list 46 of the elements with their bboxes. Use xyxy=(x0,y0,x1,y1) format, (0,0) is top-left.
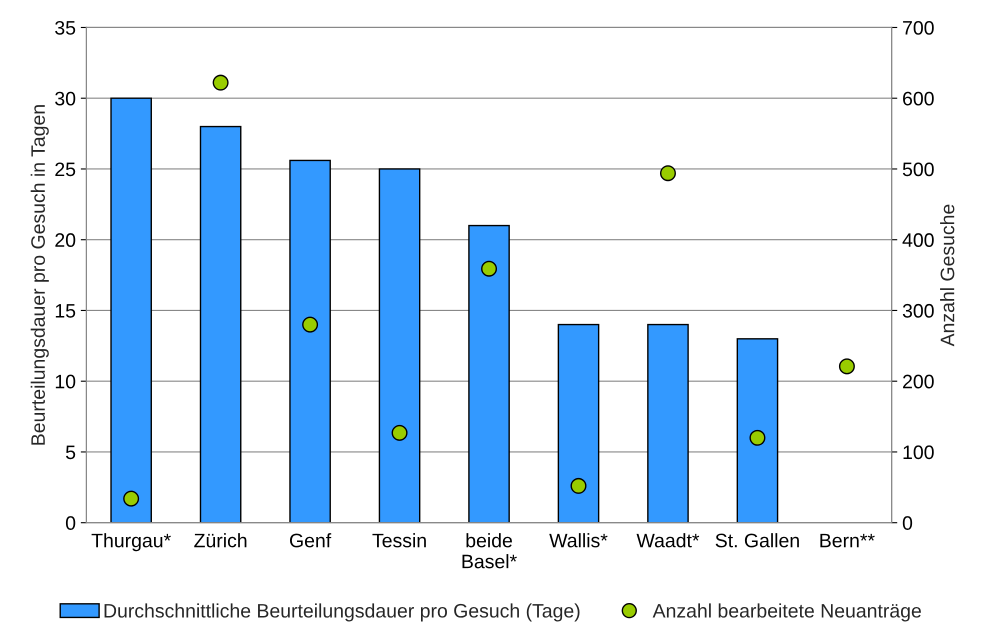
point xyxy=(838,358,855,374)
y-tick-label: 25 xyxy=(55,162,76,176)
bar xyxy=(289,160,331,523)
y-tick-label: 0 xyxy=(66,516,76,530)
y2-tick-label: 700 xyxy=(903,20,934,35)
x-tick-label: Bern** xyxy=(820,534,875,548)
legend-label: Durchschnittliche Beurteilungsdauer pro Gesuch (Tage) xyxy=(104,603,580,622)
y2-tick-label: 0 xyxy=(902,516,912,530)
x-tick-label: Tessin xyxy=(372,533,426,548)
x-tick-label: Thurgau* xyxy=(92,533,171,552)
y2-tick-label: 500 xyxy=(902,162,934,176)
y-tick-label: 10 xyxy=(56,374,76,388)
x-tick-label: Zürich xyxy=(194,533,246,548)
y-tick-label: 20 xyxy=(55,233,76,247)
y-tick-label: 35 xyxy=(55,20,76,35)
bar xyxy=(558,324,600,523)
y-tick-label: 5 xyxy=(66,446,76,460)
point xyxy=(660,165,676,182)
point xyxy=(302,316,318,333)
point xyxy=(481,260,498,277)
y2-tick-label: 200 xyxy=(903,374,934,388)
y2-tick-label: 600 xyxy=(903,92,934,106)
x-tick-label: Wallis* xyxy=(549,533,608,548)
y-tick-label: 30 xyxy=(55,92,76,106)
x-tick-label: beide Basel* xyxy=(462,533,517,568)
x-tick-label: St. Gallen xyxy=(716,533,799,548)
y2-tick-label: 300 xyxy=(902,304,934,318)
bar xyxy=(200,126,242,523)
bar xyxy=(110,98,152,523)
y2-tick-label: 100 xyxy=(904,445,934,460)
y-axis-title: Beurteilungsdauer pro Gesuch in Tagen xyxy=(30,105,49,445)
bar xyxy=(468,224,510,523)
bar xyxy=(736,338,778,523)
point xyxy=(570,478,586,494)
point xyxy=(212,74,229,91)
y2-tick-label: 400 xyxy=(902,233,934,247)
point xyxy=(749,430,766,446)
y-tick-label: 15 xyxy=(56,304,76,318)
x-tick-label: Genf xyxy=(290,533,332,548)
point xyxy=(123,490,140,507)
point xyxy=(392,424,408,441)
bar xyxy=(647,324,689,523)
y2-axis-title: Anzahl Gesuche xyxy=(940,204,954,346)
bar xyxy=(378,168,420,523)
x-tick-label: Waadt* xyxy=(636,533,700,548)
legend-label: Anzahl bearbeitete Neuanträge xyxy=(652,603,921,622)
